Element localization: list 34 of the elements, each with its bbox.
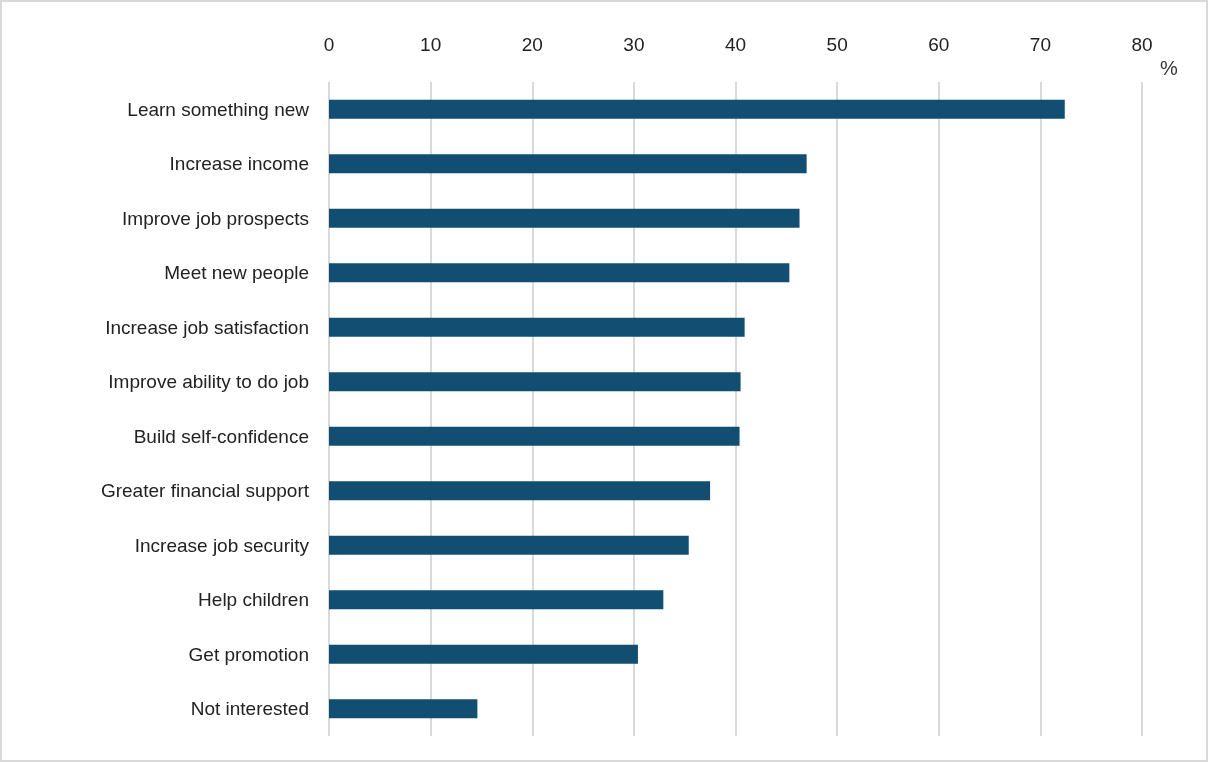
bar [329,317,745,337]
y-tick-label: Build self-confidence [133,425,309,447]
bar [329,644,638,664]
bar [329,426,740,446]
y-tick-label: Improve job prospects [122,207,309,229]
y-tick-label: Increase job security [134,534,310,556]
y-tick-label: Greater financial support [100,480,310,502]
y-tick-label: Get promotion [188,643,309,665]
y-tick-label: Help children [198,589,309,611]
x-tick-label: 50 [826,34,848,55]
x-axis-title: % [1160,57,1178,79]
y-tick-label: Increase income [169,153,309,175]
y-tick-label: Increase job satisfaction [105,316,309,338]
bar [329,208,800,228]
x-tick-label: 80 [1131,34,1153,55]
y-tick-label: Learn something new [127,98,310,120]
x-tick-label: 20 [521,34,543,55]
bar [329,535,689,555]
x-tick-label: 0 [323,34,335,55]
x-tick-label: 30 [623,34,645,55]
y-tick-label: Not interested [190,698,309,720]
bar [329,263,790,283]
x-tick-label: 60 [928,34,950,55]
x-tick-label: 40 [724,34,747,55]
x-tick-label: 70 [1029,34,1051,55]
y-tick-label: Improve ability to do job [108,371,309,393]
bar [329,372,741,392]
x-tick-label: 10 [420,34,442,55]
bar [329,590,664,610]
bar [329,699,478,719]
bar [329,99,1065,119]
bar [329,154,807,174]
bar [329,481,711,501]
y-tick-label: Meet new people [164,262,309,284]
